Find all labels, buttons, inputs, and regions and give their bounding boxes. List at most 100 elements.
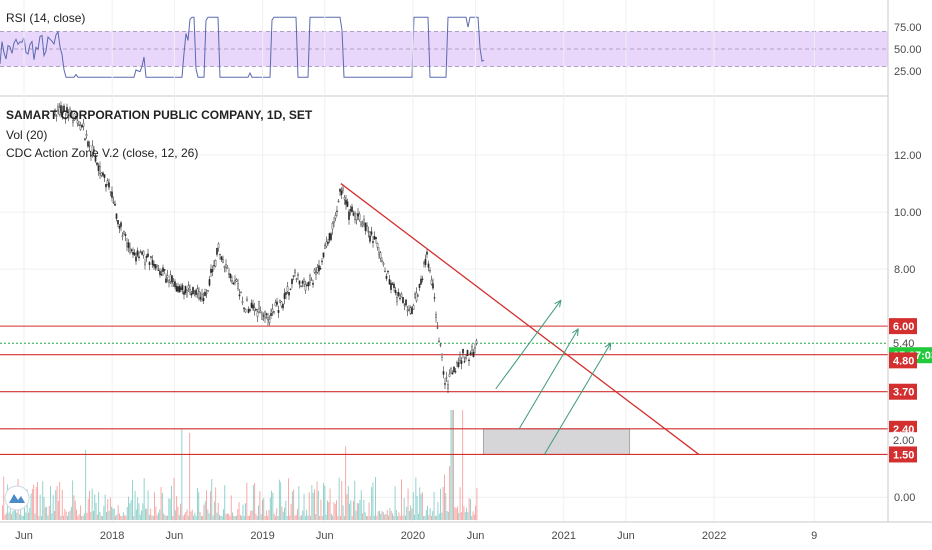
volume-bar bbox=[129, 503, 131, 520]
time-tick-label: Jun bbox=[166, 530, 184, 542]
volume-bar bbox=[38, 515, 40, 520]
candle-body bbox=[444, 383, 446, 385]
candle-body bbox=[390, 282, 392, 290]
volume-bar bbox=[150, 508, 152, 520]
volume-bar bbox=[394, 486, 396, 520]
volume-bar bbox=[197, 487, 198, 520]
volume-legend[interactable]: Vol (20) bbox=[6, 128, 47, 142]
candle-body bbox=[316, 267, 319, 273]
candle-body bbox=[241, 301, 244, 303]
volume-bar bbox=[165, 515, 167, 520]
volume-bar bbox=[33, 484, 35, 520]
candle-body bbox=[238, 294, 241, 297]
buy-zone-layer bbox=[482, 428, 631, 455]
price-axis[interactable]: 12.00 10.00 8.00 0.00 bbox=[894, 150, 922, 504]
candle-body bbox=[222, 259, 224, 264]
candle-body bbox=[165, 278, 167, 283]
candle-body bbox=[93, 149, 95, 151]
candle-body bbox=[406, 309, 409, 312]
volume-bar bbox=[181, 429, 183, 520]
candle-body bbox=[454, 371, 457, 373]
volume-bar bbox=[353, 501, 354, 520]
candle-body bbox=[384, 270, 386, 273]
candle-body bbox=[208, 279, 211, 286]
candle-body bbox=[411, 307, 413, 315]
candle-body bbox=[258, 301, 260, 310]
volume-bar bbox=[432, 511, 434, 520]
volume-bar bbox=[113, 508, 115, 520]
volume-bar bbox=[81, 516, 83, 520]
candle-body bbox=[408, 309, 410, 311]
volume-bar bbox=[147, 490, 149, 520]
volume-bar bbox=[434, 516, 436, 520]
volume-bar bbox=[379, 510, 380, 520]
volume-bar bbox=[420, 493, 422, 520]
candle-body bbox=[309, 275, 311, 283]
candle-body bbox=[177, 286, 179, 292]
candle-body bbox=[267, 317, 269, 321]
time-tick-label: Jun bbox=[617, 530, 635, 542]
candle-body bbox=[114, 203, 116, 206]
symbol-legend[interactable]: SAMART CORPORATION PUBLIC COMPANY, 1D, S… bbox=[6, 108, 313, 122]
candle-body bbox=[216, 247, 218, 255]
candle-body bbox=[280, 301, 283, 307]
volume-bar bbox=[271, 490, 272, 520]
volume-bar bbox=[35, 487, 37, 520]
volume-bar bbox=[232, 512, 233, 520]
candle-body bbox=[414, 294, 416, 298]
candle-body bbox=[198, 291, 200, 299]
price-tag-bg bbox=[889, 352, 917, 369]
volume-bar bbox=[55, 490, 57, 520]
candle-body bbox=[189, 289, 191, 293]
candle-body bbox=[475, 340, 478, 344]
volume-bar bbox=[263, 497, 265, 520]
volume-bar bbox=[208, 513, 210, 520]
candle-body bbox=[354, 212, 356, 220]
volume-bar bbox=[3, 476, 5, 520]
volume-bar bbox=[138, 503, 140, 520]
time-axis[interactable]: Jun 2018 Jun 2019 Jun 2020 Jun 2021 Jun 2022 9 bbox=[15, 530, 817, 542]
candle-body bbox=[223, 266, 226, 268]
volume-bar bbox=[135, 509, 137, 520]
candle-body bbox=[124, 234, 127, 236]
rsi-legend[interactable]: RSI (14, close) bbox=[6, 11, 85, 25]
candle-body bbox=[144, 262, 146, 266]
candle-body bbox=[156, 264, 158, 267]
candle-body bbox=[433, 297, 436, 299]
volume-bar bbox=[416, 495, 418, 520]
volume-bar bbox=[159, 509, 161, 520]
candle-body bbox=[346, 201, 349, 207]
volume-bar bbox=[323, 483, 324, 520]
volume-bar bbox=[384, 514, 386, 520]
volume-bar bbox=[83, 513, 85, 520]
candle-body bbox=[456, 362, 458, 364]
volume-bar bbox=[73, 495, 75, 520]
volume-bar bbox=[255, 513, 257, 520]
candle-body bbox=[448, 373, 451, 377]
volume-bar bbox=[155, 506, 157, 520]
volume-bar bbox=[454, 507, 456, 520]
volume-bar bbox=[314, 489, 315, 520]
volume-bar bbox=[187, 515, 189, 520]
candle-body bbox=[60, 105, 62, 113]
volume-bar bbox=[411, 508, 413, 520]
volume-bar bbox=[304, 516, 306, 520]
volume-bar bbox=[156, 515, 158, 520]
cdc-legend[interactable]: CDC Action Zone V.2 (close, 12, 26) bbox=[6, 146, 198, 160]
volume-bar bbox=[237, 509, 239, 520]
candle-body bbox=[382, 263, 385, 265]
candle-body bbox=[373, 236, 376, 240]
price-tick-label: 0.00 bbox=[894, 492, 915, 504]
candle-body bbox=[301, 281, 304, 284]
tradingview-logo-icon[interactable] bbox=[4, 485, 30, 511]
volume-bar bbox=[47, 515, 49, 520]
candle-body bbox=[69, 108, 71, 116]
price-tag-label: 4.80 bbox=[893, 355, 914, 367]
volume-bar bbox=[198, 492, 200, 520]
volume-bar bbox=[371, 487, 373, 520]
volume-bar bbox=[376, 515, 378, 520]
volume-bar bbox=[174, 510, 176, 520]
candle-body bbox=[249, 309, 251, 311]
volume-bar bbox=[364, 512, 366, 520]
volume-bar bbox=[57, 501, 59, 520]
